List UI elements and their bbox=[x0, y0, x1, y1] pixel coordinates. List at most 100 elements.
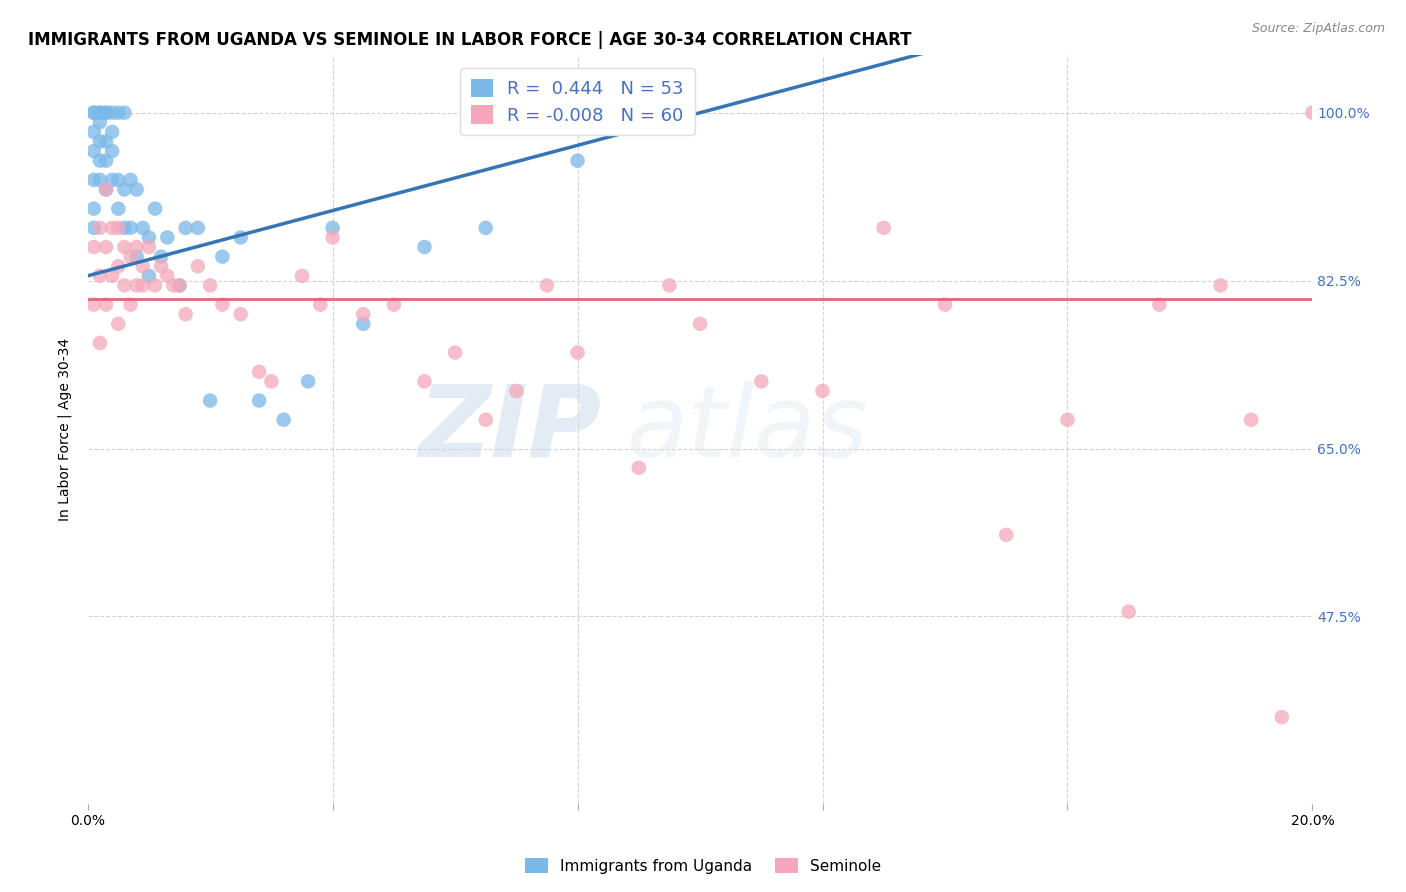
Point bbox=[156, 230, 179, 244]
Point bbox=[567, 345, 589, 359]
Point bbox=[138, 230, 160, 244]
Point bbox=[112, 240, 135, 254]
Point bbox=[138, 268, 160, 283]
Point bbox=[211, 297, 233, 311]
Point bbox=[89, 105, 111, 120]
Point bbox=[627, 460, 650, 475]
Point bbox=[112, 220, 135, 235]
Point bbox=[352, 307, 374, 321]
Point bbox=[107, 173, 129, 187]
Point bbox=[107, 317, 129, 331]
Point bbox=[125, 250, 148, 264]
Point bbox=[474, 413, 496, 427]
Point bbox=[107, 105, 129, 120]
Point bbox=[811, 384, 834, 398]
Point bbox=[291, 268, 314, 283]
Point bbox=[658, 115, 681, 129]
Point bbox=[138, 240, 160, 254]
Point bbox=[132, 220, 155, 235]
Point bbox=[94, 240, 117, 254]
Point bbox=[107, 220, 129, 235]
Point bbox=[260, 375, 283, 389]
Point bbox=[474, 220, 496, 235]
Point bbox=[125, 278, 148, 293]
Point bbox=[229, 230, 252, 244]
Point bbox=[132, 259, 155, 273]
Point bbox=[169, 278, 191, 293]
Point bbox=[413, 240, 436, 254]
Point bbox=[101, 105, 124, 120]
Point bbox=[658, 278, 681, 293]
Point bbox=[198, 278, 221, 293]
Legend: R =  0.444   N = 53, R = -0.008   N = 60: R = 0.444 N = 53, R = -0.008 N = 60 bbox=[460, 68, 695, 136]
Point bbox=[382, 297, 405, 311]
Point bbox=[107, 202, 129, 216]
Point bbox=[94, 105, 117, 120]
Point bbox=[89, 220, 111, 235]
Point bbox=[112, 105, 135, 120]
Point bbox=[1056, 413, 1078, 427]
Point bbox=[120, 220, 142, 235]
Point bbox=[83, 144, 105, 158]
Text: Source: ZipAtlas.com: Source: ZipAtlas.com bbox=[1251, 22, 1385, 36]
Point bbox=[83, 105, 105, 120]
Point bbox=[83, 297, 105, 311]
Point bbox=[413, 375, 436, 389]
Point bbox=[89, 115, 111, 129]
Point bbox=[322, 220, 344, 235]
Point bbox=[1209, 278, 1232, 293]
Point bbox=[101, 220, 124, 235]
Point bbox=[89, 105, 111, 120]
Point bbox=[89, 268, 111, 283]
Point bbox=[83, 202, 105, 216]
Point bbox=[101, 144, 124, 158]
Point bbox=[247, 393, 270, 408]
Point bbox=[505, 384, 527, 398]
Point bbox=[198, 393, 221, 408]
Y-axis label: In Labor Force | Age 30-34: In Labor Force | Age 30-34 bbox=[58, 338, 72, 521]
Point bbox=[1271, 710, 1294, 724]
Point bbox=[89, 135, 111, 149]
Point bbox=[83, 220, 105, 235]
Point bbox=[995, 528, 1018, 542]
Point bbox=[83, 125, 105, 139]
Legend: Immigrants from Uganda, Seminole: Immigrants from Uganda, Seminole bbox=[519, 852, 887, 880]
Point bbox=[89, 173, 111, 187]
Point bbox=[536, 278, 558, 293]
Point bbox=[567, 153, 589, 168]
Point bbox=[89, 336, 111, 351]
Point bbox=[187, 259, 209, 273]
Point bbox=[444, 345, 467, 359]
Point bbox=[1118, 605, 1140, 619]
Point bbox=[322, 230, 344, 244]
Point bbox=[749, 375, 772, 389]
Point bbox=[229, 307, 252, 321]
Point bbox=[125, 240, 148, 254]
Text: ZIP: ZIP bbox=[419, 381, 602, 478]
Point bbox=[150, 250, 173, 264]
Point bbox=[107, 259, 129, 273]
Text: IMMIGRANTS FROM UGANDA VS SEMINOLE IN LABOR FORCE | AGE 30-34 CORRELATION CHART: IMMIGRANTS FROM UGANDA VS SEMINOLE IN LA… bbox=[28, 31, 911, 49]
Point bbox=[934, 297, 956, 311]
Point bbox=[174, 220, 197, 235]
Point bbox=[1149, 297, 1171, 311]
Point bbox=[112, 278, 135, 293]
Point bbox=[873, 220, 896, 235]
Point bbox=[297, 375, 319, 389]
Point bbox=[162, 278, 184, 293]
Point bbox=[112, 182, 135, 196]
Point bbox=[169, 278, 191, 293]
Point bbox=[174, 307, 197, 321]
Point bbox=[89, 153, 111, 168]
Point bbox=[120, 250, 142, 264]
Point bbox=[94, 153, 117, 168]
Point bbox=[125, 182, 148, 196]
Point bbox=[352, 317, 374, 331]
Point bbox=[1301, 105, 1323, 120]
Point bbox=[94, 297, 117, 311]
Text: atlas: atlas bbox=[627, 381, 868, 478]
Point bbox=[94, 105, 117, 120]
Point bbox=[94, 135, 117, 149]
Point bbox=[83, 105, 105, 120]
Point bbox=[101, 173, 124, 187]
